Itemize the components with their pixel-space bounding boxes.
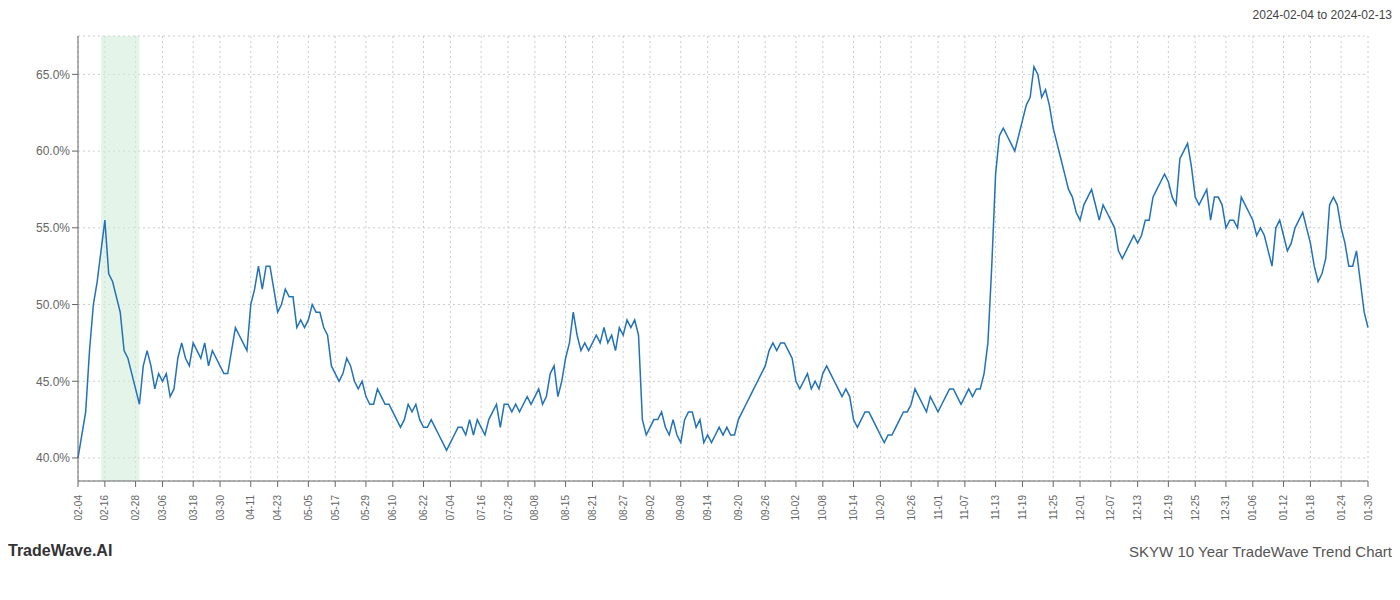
svg-text:01-24: 01-24 [1336, 495, 1347, 521]
svg-text:60.0%: 60.0% [36, 144, 70, 158]
svg-text:12-31: 12-31 [1220, 495, 1231, 521]
svg-text:12-25: 12-25 [1190, 495, 1201, 521]
svg-text:09-14: 09-14 [702, 495, 713, 521]
svg-text:02-04: 02-04 [73, 495, 84, 521]
svg-text:10-02: 10-02 [790, 495, 801, 521]
svg-text:01-12: 01-12 [1278, 495, 1289, 521]
html-text:SKYW 10 Year TradeWave Trend C: SKYW 10 Year TradeWave Trend Chart [1129, 543, 1392, 560]
svg-text:08-15: 08-15 [560, 495, 571, 521]
svg-text:04-11: 04-11 [245, 495, 256, 520]
svg-text:07-28: 07-28 [503, 495, 514, 521]
svg-text:10-26: 10-26 [906, 495, 917, 521]
svg-text:09-02: 09-02 [645, 495, 656, 521]
svg-text:08-21: 08-21 [587, 495, 598, 521]
svg-text:12-01: 12-01 [1075, 495, 1086, 521]
svg-text:10-08: 10-08 [817, 495, 828, 521]
svg-text:08-08: 08-08 [529, 495, 540, 521]
svg-text:01-18: 01-18 [1305, 495, 1316, 521]
svg-text:01-30: 01-30 [1363, 495, 1374, 521]
svg-text:09-08: 09-08 [675, 495, 686, 521]
svg-text:06-10: 06-10 [387, 495, 398, 521]
svg-text:05-05: 05-05 [303, 495, 314, 521]
svg-text:05-29: 05-29 [360, 495, 371, 521]
html-text:2024-02-04 to 2024-02-13: 2024-02-04 to 2024-02-13 [1252, 8, 1392, 22]
svg-text:11-19: 11-19 [1017, 495, 1028, 520]
svg-text:10-14: 10-14 [848, 495, 859, 521]
svg-text:07-04: 07-04 [445, 495, 456, 521]
svg-text:04-23: 04-23 [272, 495, 283, 521]
svg-text:02-16: 02-16 [99, 495, 110, 521]
svg-text:11-07: 11-07 [959, 495, 970, 520]
svg-text:50.0%: 50.0% [36, 298, 70, 312]
svg-text:12-07: 12-07 [1105, 495, 1116, 521]
svg-text:09-26: 09-26 [760, 495, 771, 521]
svg-text:55.0%: 55.0% [36, 221, 70, 235]
svg-text:11-13: 11-13 [990, 495, 1001, 520]
svg-text:01-06: 01-06 [1247, 495, 1258, 521]
svg-text:12-19: 12-19 [1163, 495, 1174, 521]
svg-text:11-01: 11-01 [933, 495, 944, 520]
svg-text:09-20: 09-20 [733, 495, 744, 521]
svg-text:02-28: 02-28 [130, 495, 141, 521]
svg-text:08-27: 08-27 [618, 495, 629, 521]
svg-text:03-30: 03-30 [215, 495, 226, 521]
svg-text:07-16: 07-16 [476, 495, 487, 521]
svg-text:45.0%: 45.0% [36, 375, 70, 389]
svg-text:65.0%: 65.0% [36, 68, 70, 82]
svg-text:03-06: 03-06 [157, 495, 168, 521]
svg-text:10-20: 10-20 [875, 495, 886, 521]
svg-text:06-22: 06-22 [418, 495, 429, 521]
svg-text:40.0%: 40.0% [36, 451, 70, 465]
svg-text:03-18: 03-18 [188, 495, 199, 521]
svg-text:11-25: 11-25 [1048, 495, 1059, 520]
svg-text:05-17: 05-17 [330, 495, 341, 521]
html-text:TradeWave.AI: TradeWave.AI [8, 542, 113, 559]
svg-text:12-13: 12-13 [1132, 495, 1143, 521]
